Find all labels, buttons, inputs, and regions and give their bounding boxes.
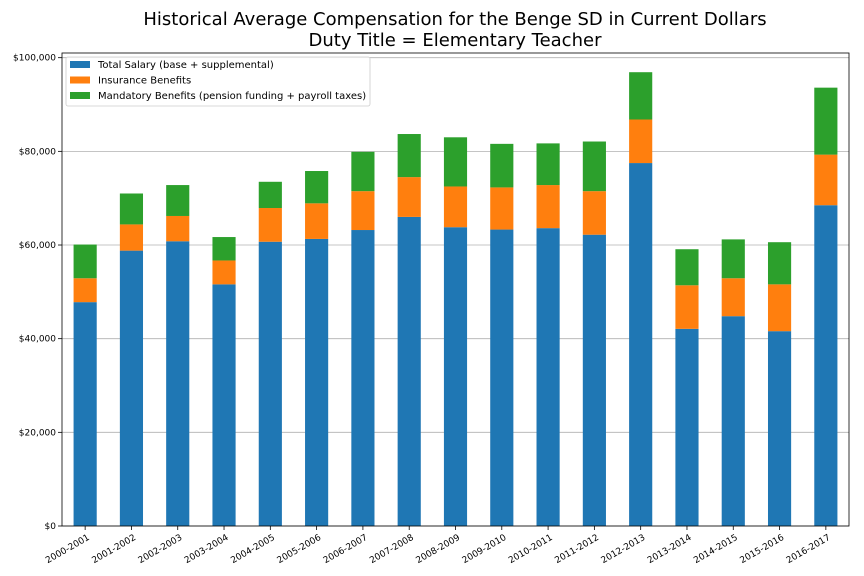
bar-segment xyxy=(351,191,375,231)
bar-segment xyxy=(212,260,236,285)
bar-segment xyxy=(166,185,190,216)
bar-segment xyxy=(443,227,468,526)
bar-segment xyxy=(629,163,653,527)
bar-segment xyxy=(814,154,838,206)
x-tick-label: 2012-2013 xyxy=(600,533,647,566)
y-tick-label: $20,000 xyxy=(19,428,56,438)
bar-segment xyxy=(767,284,792,332)
bars xyxy=(73,72,838,527)
bar-segment xyxy=(258,241,282,526)
x-tick-label: 2015-2016 xyxy=(739,533,787,566)
bar-segment xyxy=(490,229,514,526)
x-tick-label: 2001-2002 xyxy=(90,533,137,566)
bar-segment xyxy=(582,141,606,192)
bar-segment xyxy=(397,134,421,178)
x-tick-label: 2000-2001 xyxy=(44,533,91,566)
legend-label: Total Salary (base + supplemental) xyxy=(97,60,274,71)
x-axis: 2000-20012001-20022002-20032003-20042004… xyxy=(44,526,832,566)
bar-segment xyxy=(305,238,329,526)
bar-segment xyxy=(119,193,144,225)
bar-segment xyxy=(305,171,329,204)
bar-segment xyxy=(73,278,97,303)
y-tick-label: $40,000 xyxy=(19,335,56,345)
bar-segment xyxy=(397,216,421,526)
y-axis: $0 $20,000 $40,000 $60,000 $80,000 $100,000 xyxy=(13,54,62,532)
bar-segment xyxy=(258,208,282,242)
y-tick-label: $80,000 xyxy=(19,147,56,157)
x-tick-label: 2011-2012 xyxy=(553,533,600,566)
legend-swatch xyxy=(70,92,90,99)
bar-segment xyxy=(675,249,699,286)
bar-segment xyxy=(119,250,144,526)
x-tick-label: 2014-2015 xyxy=(692,533,739,566)
x-tick-label: 2010-2011 xyxy=(507,533,554,566)
bar-segment xyxy=(536,143,560,186)
bar-segment xyxy=(814,87,838,155)
legend-label: Insurance Benefits xyxy=(98,76,191,87)
bar-segment xyxy=(490,143,514,188)
bar-segment xyxy=(73,244,97,279)
bar-segment xyxy=(490,187,514,230)
bar-segment xyxy=(73,302,97,526)
x-tick-label: 2006-2007 xyxy=(322,533,369,566)
bar-segment xyxy=(767,331,792,526)
bar-segment xyxy=(397,177,421,217)
y-tick-label: $100,000 xyxy=(13,54,56,64)
bar-segment xyxy=(721,316,745,526)
bar-segment xyxy=(582,191,606,235)
bar-segment xyxy=(212,284,236,526)
bar-segment xyxy=(582,234,606,527)
legend: Total Salary (base + supplemental) Insura… xyxy=(65,56,371,107)
bar-segment xyxy=(443,186,468,228)
bar-segment xyxy=(305,203,329,239)
x-tick-label: 2009-2010 xyxy=(461,533,509,566)
bar-segment xyxy=(212,237,236,261)
x-tick-label: 2007-2008 xyxy=(368,533,416,566)
legend-swatch xyxy=(70,76,90,84)
bar-segment xyxy=(629,119,653,164)
chart-title-line-2: Duty Title = Elementary Teacher xyxy=(309,30,603,51)
bar-segment xyxy=(166,215,190,242)
bar-segment xyxy=(814,205,838,526)
x-tick-label: 2008-2009 xyxy=(415,533,463,566)
y-tick-label: $60,000 xyxy=(19,241,56,251)
bar-segment xyxy=(351,230,375,527)
legend-box xyxy=(65,56,371,107)
legend-swatch xyxy=(70,61,90,68)
legend-label: Mandatory Benefits (pension funding + pa… xyxy=(98,91,366,102)
bar-segment xyxy=(351,151,375,192)
bar-segment xyxy=(721,239,745,279)
bar-segment xyxy=(536,228,560,526)
bar-segment xyxy=(675,285,699,329)
x-tick-label: 2013-2014 xyxy=(646,533,694,566)
chart-title-line-1: Historical Average Compensation for the … xyxy=(143,9,766,30)
bar-segment xyxy=(258,181,282,209)
bar-segment xyxy=(443,137,468,187)
x-tick-label: 2005-2006 xyxy=(276,533,324,566)
bar-segment xyxy=(166,241,190,526)
bar-segment xyxy=(629,72,653,120)
y-tick-label: $0 xyxy=(45,522,57,532)
x-tick-label: 2002-2003 xyxy=(137,533,184,566)
bar-segment xyxy=(721,278,745,317)
bar-segment xyxy=(767,242,792,285)
x-tick-label: 2004-2005 xyxy=(229,533,276,566)
bar-segment xyxy=(119,224,144,251)
bar-segment xyxy=(536,185,560,229)
x-tick-label: 2016-2017 xyxy=(785,533,832,566)
x-tick-label: 2003-2004 xyxy=(183,533,231,566)
bar-segment xyxy=(675,328,699,526)
